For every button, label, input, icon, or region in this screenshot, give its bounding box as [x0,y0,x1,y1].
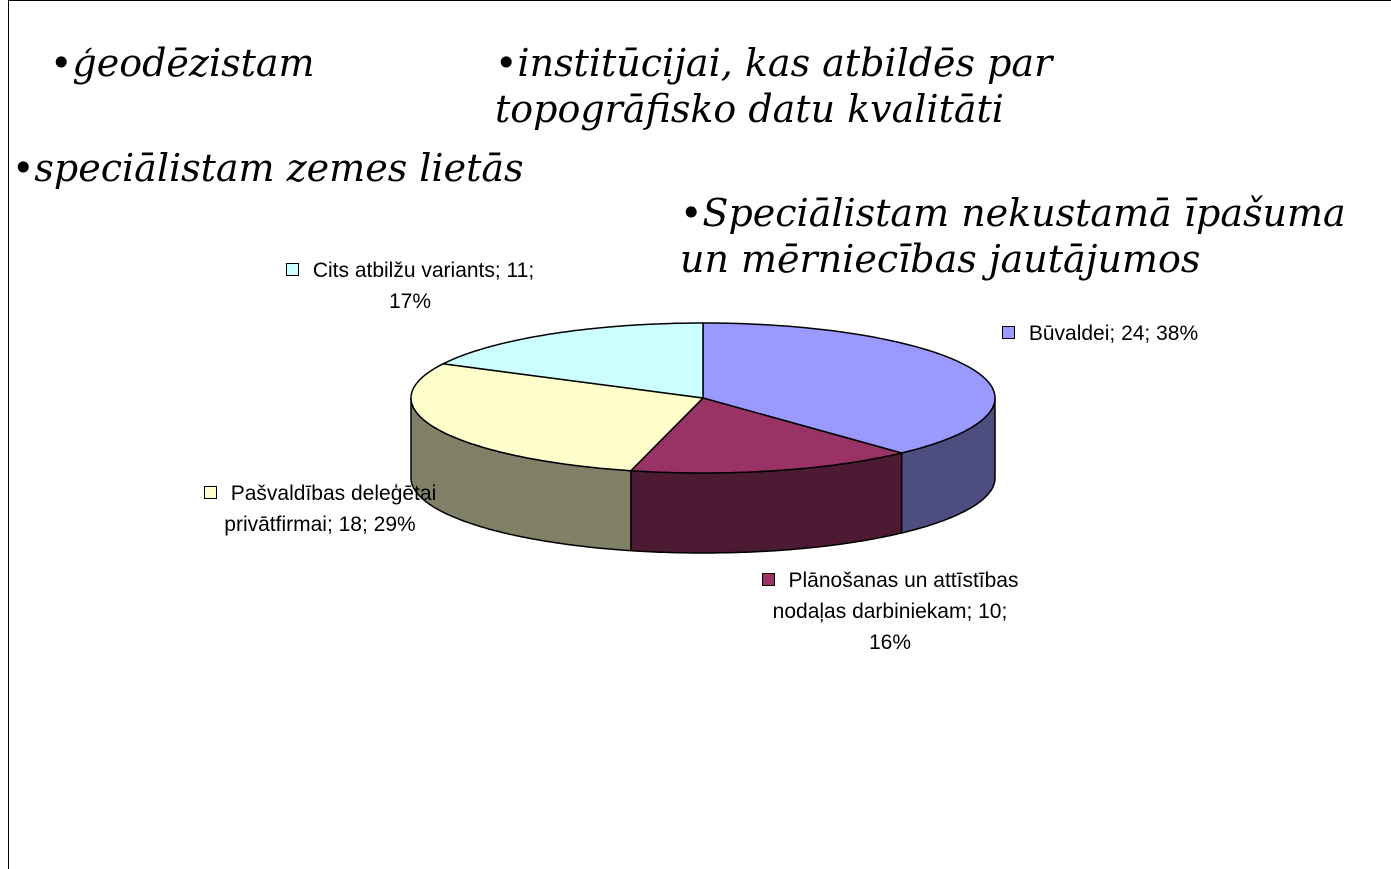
legend-key [1001,326,1015,339]
annotation: •Speciālistam nekustamā īpašuma un mērni… [680,191,1346,281]
label-text: Plānošanas un attīstības nodaļas darbini… [772,569,1019,654]
label-text: Būvaldei; 24; 38% [1028,322,1199,345]
legend-key [203,486,217,499]
slice [702,322,996,454]
label-text: Cits atbilžu variants; 11; 17% [312,259,535,313]
label-text: Pašvaldības deleģētai privātfirmai; 18; … [224,482,437,536]
data-label: Plānošanas un attīstības nodaļas darbini… [750,565,1030,658]
data-label: Būvaldei; 24; 38% [985,318,1215,349]
slice [410,363,705,472]
legend-key [285,263,299,276]
frame [8,0,1391,869]
annotation: •institūcijai, kas atbildēs par topogrāf… [495,41,1053,131]
annotation: •ģeodēzistam [50,41,315,85]
annotation: •speciālistam zemes lietās [12,146,524,190]
data-label: Cits atbilžu variants; 11; 17% [270,255,550,317]
slice [440,322,704,399]
slice [629,397,902,474]
data-label: Pašvaldības deleģētai privātfirmai; 18; … [190,478,450,540]
legend-key [761,573,775,586]
